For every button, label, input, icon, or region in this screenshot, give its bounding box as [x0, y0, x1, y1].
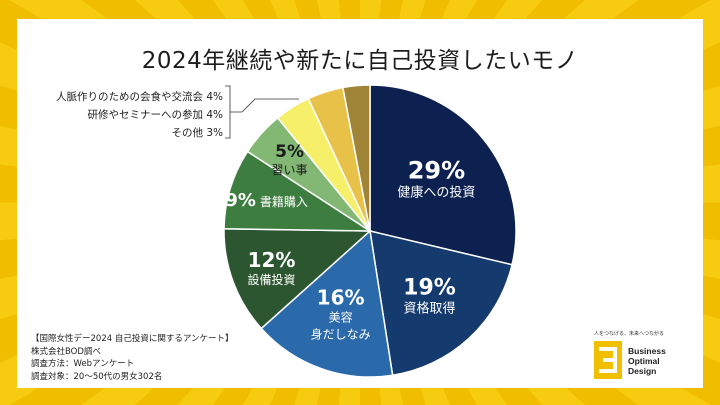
- survey-method: 調査方法：Webアンケート: [31, 359, 135, 369]
- logo-tagline: 人をつなげる、未来へつながる: [594, 331, 665, 337]
- survey-name: 【国際女性デー2024 自己投資に関するアンケート】: [31, 334, 234, 344]
- logo-line-1: Business: [628, 346, 666, 356]
- logo-name: Business Optimal Design: [628, 346, 666, 376]
- callout-leader-line: [241, 98, 299, 113]
- slice-label: 9% 書籍購入: [225, 190, 308, 211]
- slice-label: 5%習い事: [272, 142, 308, 177]
- survey-notes: 【国際女性デー2024 自己投資に関するアンケート】 株式会社BOD調べ 調査方…: [31, 333, 234, 383]
- logo-line-2: Optimal: [628, 356, 660, 366]
- bod-logo: 人をつなげる、未来へつながる Business Optimal Design: [594, 331, 699, 383]
- logo-mark-icon: [594, 341, 622, 379]
- pie-slice: [260, 229, 394, 378]
- pie-slice: [342, 84, 371, 232]
- chart-title: 2024年継続や新たに自己投資したいモノ: [141, 48, 579, 74]
- survey-target: 調査対象：20〜50代の男女302名: [31, 371, 163, 382]
- slice-label: 19%資格取得: [403, 276, 456, 317]
- chart-card: 2024年継続や新たに自己投資したいモノ 29%健康への投資 19%資格取得 16%…: [17, 19, 703, 388]
- slice-label: 16%美容身だしなみ: [311, 286, 371, 342]
- pie-slice: [223, 227, 372, 330]
- slice-label: 29%健康への投資: [397, 156, 475, 200]
- callout-bracket: [225, 85, 242, 139]
- callout-seminar: 研修やセミナーへの参加 4%: [87, 109, 224, 121]
- pie-slice: [369, 84, 517, 266]
- callout-networking: 人脈作りのための会食や交流会 4%: [56, 91, 223, 103]
- pie-slice: [369, 230, 513, 377]
- logo-line-3: Design: [628, 366, 657, 376]
- slice-label: 12%設備投資: [248, 248, 296, 287]
- callout-other: その他 3%: [171, 127, 224, 139]
- pie-slice: [223, 150, 373, 232]
- pie-chart: 29%健康への投資 19%資格取得 16%美容身だしなみ 12%設備投資 9% 書籍購入 5…: [223, 84, 517, 378]
- survey-company: 株式会社BOD調べ: [31, 346, 101, 357]
